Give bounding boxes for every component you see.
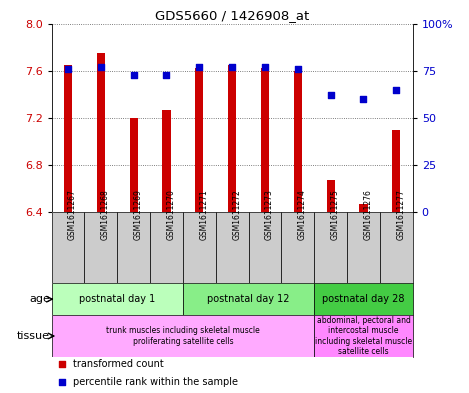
Text: tissue: tissue <box>17 331 50 341</box>
Text: postnatal day 12: postnatal day 12 <box>207 294 290 304</box>
Text: percentile rank within the sample: percentile rank within the sample <box>73 377 238 387</box>
Point <box>130 72 137 78</box>
Bar <box>64 65 72 212</box>
Text: GSM1611269: GSM1611269 <box>134 189 143 241</box>
Text: postnatal day 1: postnatal day 1 <box>79 294 155 304</box>
Bar <box>392 130 401 212</box>
Bar <box>129 118 138 212</box>
Bar <box>281 212 314 283</box>
Point <box>163 72 170 78</box>
Bar <box>52 315 314 357</box>
Bar <box>52 212 84 283</box>
Bar <box>294 71 302 212</box>
Point <box>393 86 400 93</box>
Bar <box>314 283 413 315</box>
Bar <box>249 212 281 283</box>
Point <box>327 92 334 98</box>
Text: GSM1611277: GSM1611277 <box>396 189 405 241</box>
Bar <box>314 212 347 283</box>
Point <box>64 66 72 72</box>
Bar <box>183 283 314 315</box>
Title: GDS5660 / 1426908_at: GDS5660 / 1426908_at <box>155 9 309 22</box>
Text: GSM1611272: GSM1611272 <box>232 190 241 241</box>
Text: GSM1611276: GSM1611276 <box>363 189 372 241</box>
Point <box>97 64 105 70</box>
Text: GSM1611271: GSM1611271 <box>199 190 208 241</box>
Bar <box>97 53 105 212</box>
Text: age: age <box>29 294 50 304</box>
Bar <box>52 283 183 315</box>
Point <box>294 66 302 72</box>
Text: GSM1611267: GSM1611267 <box>68 189 77 241</box>
Point <box>59 379 66 385</box>
Text: GSM1611275: GSM1611275 <box>331 189 340 241</box>
Bar <box>314 315 413 357</box>
Bar <box>359 204 368 212</box>
Bar <box>195 68 204 212</box>
Point <box>261 64 269 70</box>
Point <box>228 64 236 70</box>
Bar <box>261 68 269 212</box>
Bar <box>326 180 335 212</box>
Text: GSM1611273: GSM1611273 <box>265 189 274 241</box>
Text: transformed count: transformed count <box>73 359 164 369</box>
Text: GSM1611270: GSM1611270 <box>166 189 175 241</box>
Point <box>360 96 367 102</box>
Text: trunk muscles including skeletal muscle
proliferating satellite cells: trunk muscles including skeletal muscle … <box>106 326 260 346</box>
Bar <box>162 110 171 212</box>
Bar <box>183 212 216 283</box>
Bar <box>347 212 380 283</box>
Text: GSM1611274: GSM1611274 <box>298 189 307 241</box>
Bar <box>228 65 236 212</box>
Text: abdominal, pectoral and
intercostal muscle
including skeletal muscle
satellite c: abdominal, pectoral and intercostal musc… <box>315 316 412 356</box>
Bar <box>84 212 117 283</box>
Bar <box>117 212 150 283</box>
Text: postnatal day 28: postnatal day 28 <box>322 294 405 304</box>
Bar <box>380 212 413 283</box>
Bar <box>216 212 249 283</box>
Point <box>59 361 66 367</box>
Point <box>196 64 203 70</box>
Bar <box>150 212 183 283</box>
Text: GSM1611268: GSM1611268 <box>101 190 110 241</box>
